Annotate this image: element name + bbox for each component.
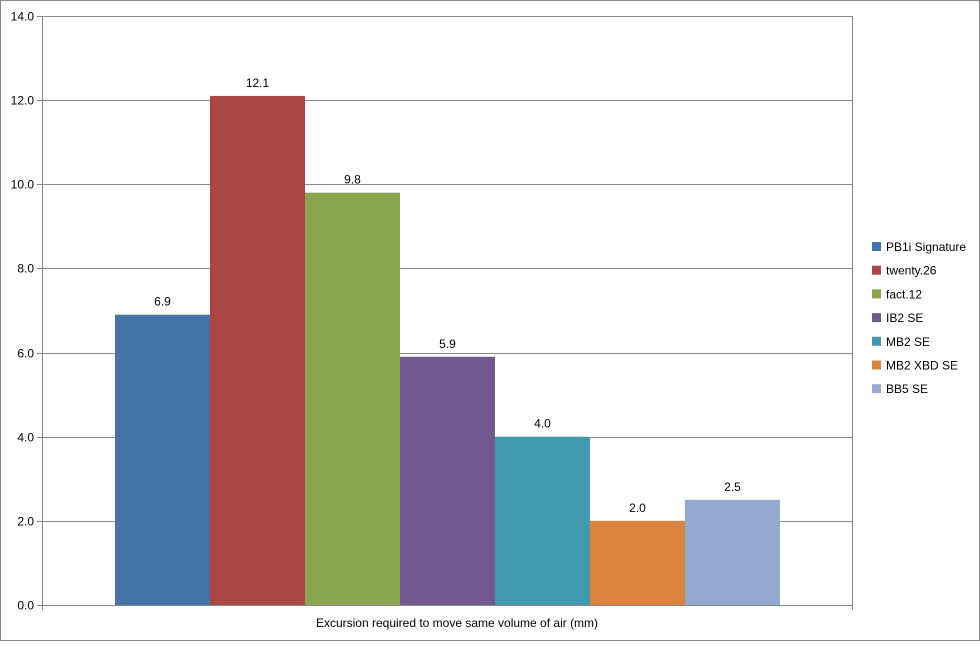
data-label-1: 6.9 [154,295,171,309]
y-tick-label-2: 4.0 [17,431,34,445]
y-tick-label-0: 0.0 [17,599,34,613]
legend-swatch-4 [872,313,881,323]
legend-label-2: twenty.26 [886,264,937,278]
legend-swatch-5 [872,336,881,346]
y-tick-label-7: 14.0 [11,10,35,24]
legend-label-3: fact.12 [886,287,922,301]
x-axis-label: Excursion required to move same volume o… [316,616,598,630]
y-axis-ticks: 0.0 2.0 4.0 6.0 8.0 10.0 12.0 14.0 [11,10,42,613]
legend-label-6: MB2 XBD SE [886,359,958,373]
data-label-6: 2.0 [629,501,646,515]
legend-swatch-7 [872,384,881,394]
bar-6 [590,520,685,605]
data-label-5: 4.0 [534,417,551,431]
bar-4 [400,356,495,605]
bar-5 [495,436,590,605]
data-label-7: 2.5 [724,480,741,494]
legend-label-1: PB1i Signature [886,240,966,254]
legend-swatch-3 [872,289,881,299]
legend-swatch-1 [872,242,881,251]
legend-swatch-6 [872,360,881,370]
legend-label-5: MB2 SE [886,335,930,349]
y-tick-label-6: 12.0 [11,94,35,108]
bar-7 [685,499,780,605]
bar-2 [210,95,305,605]
bar-3 [305,192,400,605]
bar-1 [115,314,210,605]
y-tick-label-1: 2.0 [17,515,34,529]
legend-swatch-2 [872,265,881,275]
y-tick-label-5: 10.0 [11,178,35,192]
data-labels: 6.9 12.1 9.8 5.9 4.0 2.0 2.5 [154,76,741,515]
legend-label-7: BB5 SE [886,382,928,396]
data-label-2: 12.1 [246,76,270,90]
legend-label-4: IB2 SE [886,311,923,325]
data-label-4: 5.9 [439,337,456,351]
data-label-3: 9.8 [344,173,361,187]
y-tick-label-3: 6.0 [17,347,34,361]
legend: PB1i Signature twenty.26 fact.12 IB2 SE MB2 … [872,240,966,396]
y-tick-label-4: 8.0 [17,262,34,276]
bars [115,95,780,605]
